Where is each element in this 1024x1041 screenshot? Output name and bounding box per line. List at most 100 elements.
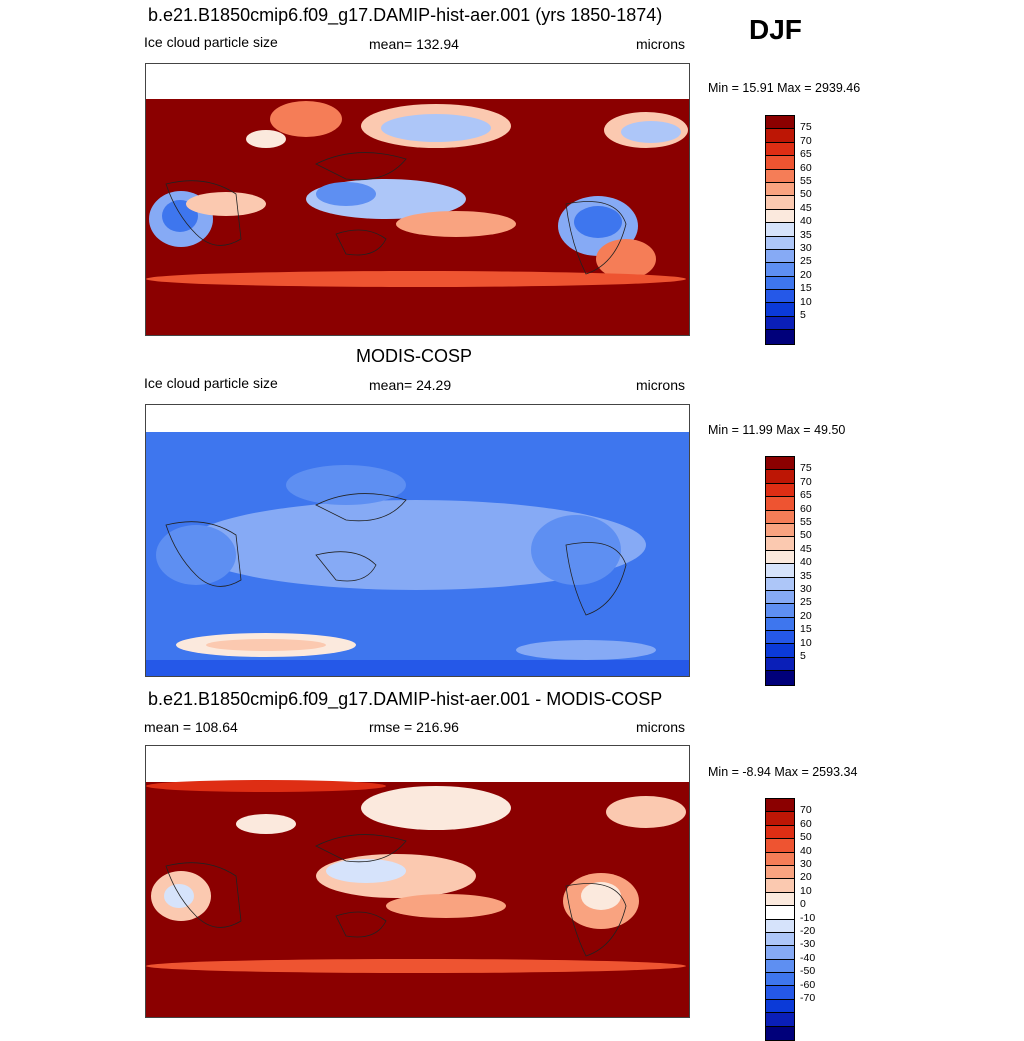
colorbar-swatch bbox=[766, 865, 794, 880]
colorbar-tick-label: 70 bbox=[800, 134, 812, 147]
colorbar-swatch bbox=[766, 330, 794, 344]
colorbar-swatch bbox=[766, 209, 794, 224]
colorbar-tick-label: 0 bbox=[800, 898, 806, 911]
colorbar-tick-label: 30 bbox=[800, 583, 812, 595]
colorbar-swatch bbox=[766, 906, 794, 920]
panel-1-colorbar bbox=[765, 115, 795, 345]
colorbar-swatch bbox=[766, 932, 794, 947]
colorbar-tick-label: -10 bbox=[800, 911, 816, 924]
panel-2-variable-label: Ice cloud particle size bbox=[144, 375, 278, 391]
colorbar-swatch bbox=[766, 523, 794, 538]
colorbar-tick-label: 65 bbox=[800, 148, 812, 161]
colorbar-swatch bbox=[766, 657, 794, 672]
panel-2-colorbar bbox=[765, 456, 795, 686]
season-label: DJF bbox=[749, 14, 802, 45]
colorbar-swatch bbox=[766, 182, 794, 197]
panel-2-title: MODIS-COSP bbox=[356, 346, 473, 366]
colorbar-tick-label: -40 bbox=[800, 951, 816, 964]
colorbar-swatch bbox=[766, 892, 794, 907]
colorbar-swatch bbox=[766, 263, 794, 277]
panel-2-mean: mean= 24.29 bbox=[369, 377, 452, 393]
colorbar-swatch bbox=[766, 644, 794, 658]
panel-3-colorbar bbox=[765, 798, 795, 1041]
colorbar-swatch bbox=[766, 617, 794, 632]
colorbar-tick-label: 75 bbox=[800, 462, 812, 475]
colorbar-swatch bbox=[766, 249, 794, 264]
panel-3-mean: mean = 108.64 bbox=[144, 719, 238, 735]
colorbar-tick-label: 20 bbox=[800, 871, 812, 884]
panel-1-title: b.e21.B1850cmip6.f09_g17.DAMIP-hist-aer.… bbox=[148, 5, 663, 25]
colorbar-swatch bbox=[766, 590, 794, 605]
colorbar-swatch bbox=[766, 156, 794, 170]
colorbar-tick-label: 25 bbox=[800, 255, 812, 268]
panel-3-units: microns bbox=[636, 719, 686, 735]
colorbar-tick-label: -60 bbox=[800, 978, 816, 991]
colorbar-swatch bbox=[766, 142, 794, 157]
colorbar-tick-label: -30 bbox=[800, 938, 816, 951]
panel-2-units: microns bbox=[636, 377, 686, 393]
colorbar-swatch bbox=[766, 671, 794, 685]
colorbar-tick-label: -20 bbox=[800, 925, 816, 937]
colorbar-swatch bbox=[766, 169, 794, 183]
colorbar-swatch bbox=[766, 470, 794, 484]
panel-1-map bbox=[145, 63, 690, 336]
colorbar-tick-label: 50 bbox=[800, 831, 812, 844]
panel-3-minmax: Min = -8.94 Max = 2593.34 bbox=[708, 765, 858, 779]
colorbar-swatch bbox=[766, 537, 794, 551]
colorbar-tick-label: 40 bbox=[800, 844, 812, 857]
colorbar-swatch bbox=[766, 604, 794, 618]
colorbar-swatch bbox=[766, 483, 794, 498]
colorbar-swatch bbox=[766, 631, 794, 645]
colorbar-swatch bbox=[766, 550, 794, 565]
colorbar-swatch bbox=[766, 316, 794, 331]
colorbar-swatch bbox=[766, 276, 794, 291]
colorbar-swatch bbox=[766, 799, 794, 813]
panel-2-minmax: Min = 11.99 Max = 49.50 bbox=[708, 423, 846, 437]
colorbar-swatch bbox=[766, 510, 794, 524]
colorbar-swatch bbox=[766, 236, 794, 250]
colorbar-swatch bbox=[766, 973, 794, 987]
colorbar-tick-label: 5 bbox=[800, 650, 806, 662]
colorbar-swatch bbox=[766, 223, 794, 237]
colorbar-swatch bbox=[766, 564, 794, 578]
panel-3-map bbox=[145, 745, 690, 1018]
colorbar-tick-label: 10 bbox=[800, 295, 812, 308]
colorbar-swatch bbox=[766, 986, 794, 1000]
colorbar-tick-label: -70 bbox=[800, 992, 816, 1004]
colorbar-tick-label: 45 bbox=[800, 542, 812, 555]
colorbar-tick-label: 60 bbox=[800, 817, 812, 830]
colorbar-tick-label: -50 bbox=[800, 965, 816, 978]
colorbar-tick-label: 60 bbox=[800, 502, 812, 515]
colorbar-swatch bbox=[766, 497, 794, 511]
colorbar-swatch bbox=[766, 457, 794, 471]
panel-3-rmse: rmse = 216.96 bbox=[369, 719, 459, 735]
colorbar-tick-label: 30 bbox=[800, 242, 812, 254]
colorbar-tick-label: 35 bbox=[800, 228, 812, 241]
colorbar-tick-label: 55 bbox=[800, 175, 812, 187]
colorbar-swatch bbox=[766, 116, 794, 130]
colorbar-tick-label: 10 bbox=[800, 636, 812, 649]
panel-3-title: b.e21.B1850cmip6.f09_g17.DAMIP-hist-aer.… bbox=[148, 689, 663, 709]
colorbar-swatch bbox=[766, 946, 794, 960]
panel-2-map bbox=[145, 404, 690, 677]
colorbar-tick-label: 10 bbox=[800, 884, 812, 897]
colorbar-tick-label: 45 bbox=[800, 201, 812, 214]
colorbar-swatch bbox=[766, 196, 794, 210]
colorbar-tick-label: 5 bbox=[800, 309, 806, 321]
colorbar-swatch bbox=[766, 959, 794, 974]
colorbar-tick-label: 35 bbox=[800, 569, 812, 582]
colorbar-tick-label: 15 bbox=[800, 623, 812, 636]
colorbar-swatch bbox=[766, 1026, 794, 1041]
colorbar-tick-label: 70 bbox=[800, 804, 812, 817]
colorbar-tick-label: 15 bbox=[800, 282, 812, 295]
panel-1-variable-label: Ice cloud particle size bbox=[144, 34, 278, 50]
panel-1-units: microns bbox=[636, 36, 686, 52]
colorbar-tick-label: 40 bbox=[800, 215, 812, 228]
colorbar-tick-label: 20 bbox=[800, 268, 812, 281]
colorbar-tick-label: 40 bbox=[800, 556, 812, 569]
colorbar-swatch bbox=[766, 825, 794, 840]
colorbar-tick-label: 60 bbox=[800, 161, 812, 174]
colorbar-tick-label: 75 bbox=[800, 121, 812, 134]
colorbar-tick-label: 50 bbox=[800, 188, 812, 201]
colorbar-tick-label: 55 bbox=[800, 516, 812, 528]
